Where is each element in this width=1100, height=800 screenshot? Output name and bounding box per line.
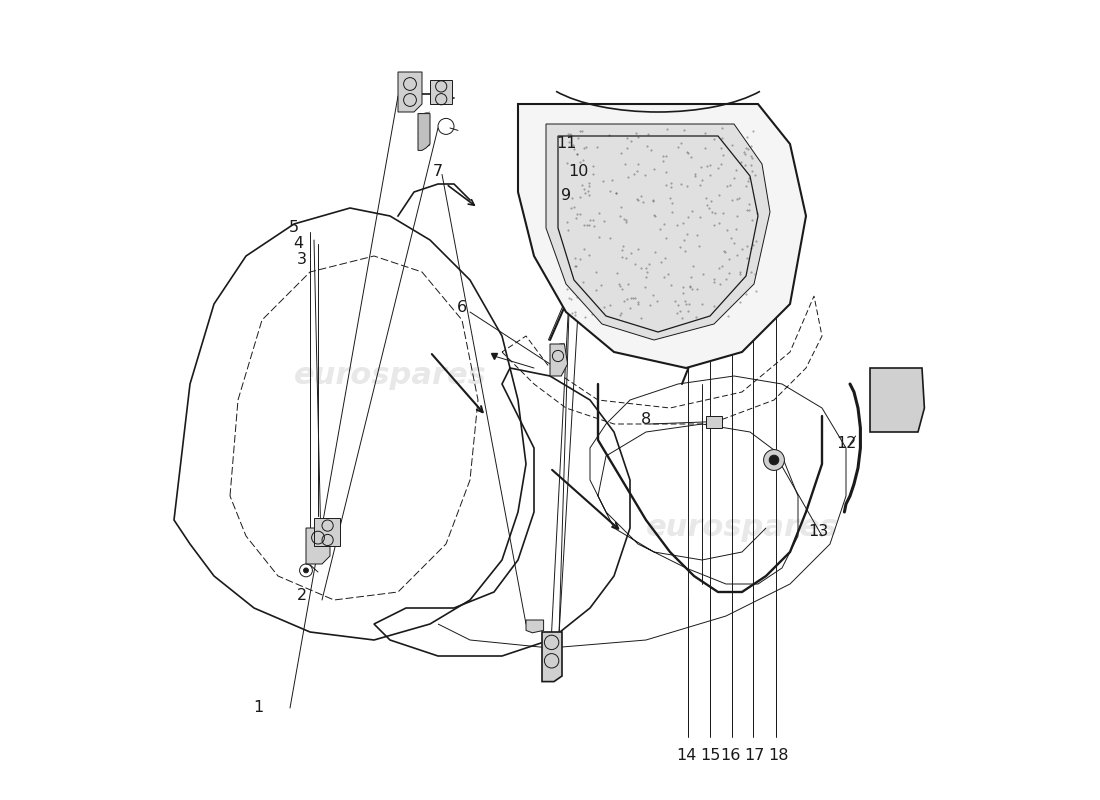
Polygon shape (306, 528, 330, 564)
Polygon shape (314, 518, 340, 546)
Text: 5: 5 (289, 221, 299, 235)
Text: 1: 1 (253, 701, 263, 715)
Text: 13: 13 (807, 525, 828, 539)
Text: 18: 18 (768, 749, 789, 763)
Text: 9: 9 (561, 189, 571, 203)
Polygon shape (870, 368, 924, 432)
Text: 3: 3 (297, 253, 307, 267)
Text: 4: 4 (293, 237, 304, 251)
Text: eurospares: eurospares (646, 513, 838, 542)
Text: 2: 2 (297, 589, 307, 603)
Polygon shape (430, 80, 452, 104)
Polygon shape (398, 72, 422, 112)
Text: 6: 6 (456, 301, 468, 315)
Text: 8: 8 (641, 413, 651, 427)
Polygon shape (546, 124, 770, 340)
Text: 15: 15 (700, 749, 720, 763)
Text: 17: 17 (744, 749, 764, 763)
Polygon shape (526, 620, 543, 633)
Circle shape (304, 568, 308, 573)
Text: eurospares: eurospares (294, 361, 486, 390)
Circle shape (769, 455, 779, 465)
Polygon shape (542, 632, 562, 682)
Text: 14: 14 (675, 749, 696, 763)
Text: 12: 12 (836, 437, 856, 451)
Circle shape (763, 450, 784, 470)
Polygon shape (550, 344, 568, 376)
Polygon shape (418, 114, 430, 150)
Text: 10: 10 (568, 165, 588, 179)
Text: 16: 16 (719, 749, 740, 763)
Polygon shape (518, 104, 806, 368)
Text: 11: 11 (556, 137, 576, 151)
Polygon shape (706, 416, 722, 428)
Text: 7: 7 (433, 165, 443, 179)
